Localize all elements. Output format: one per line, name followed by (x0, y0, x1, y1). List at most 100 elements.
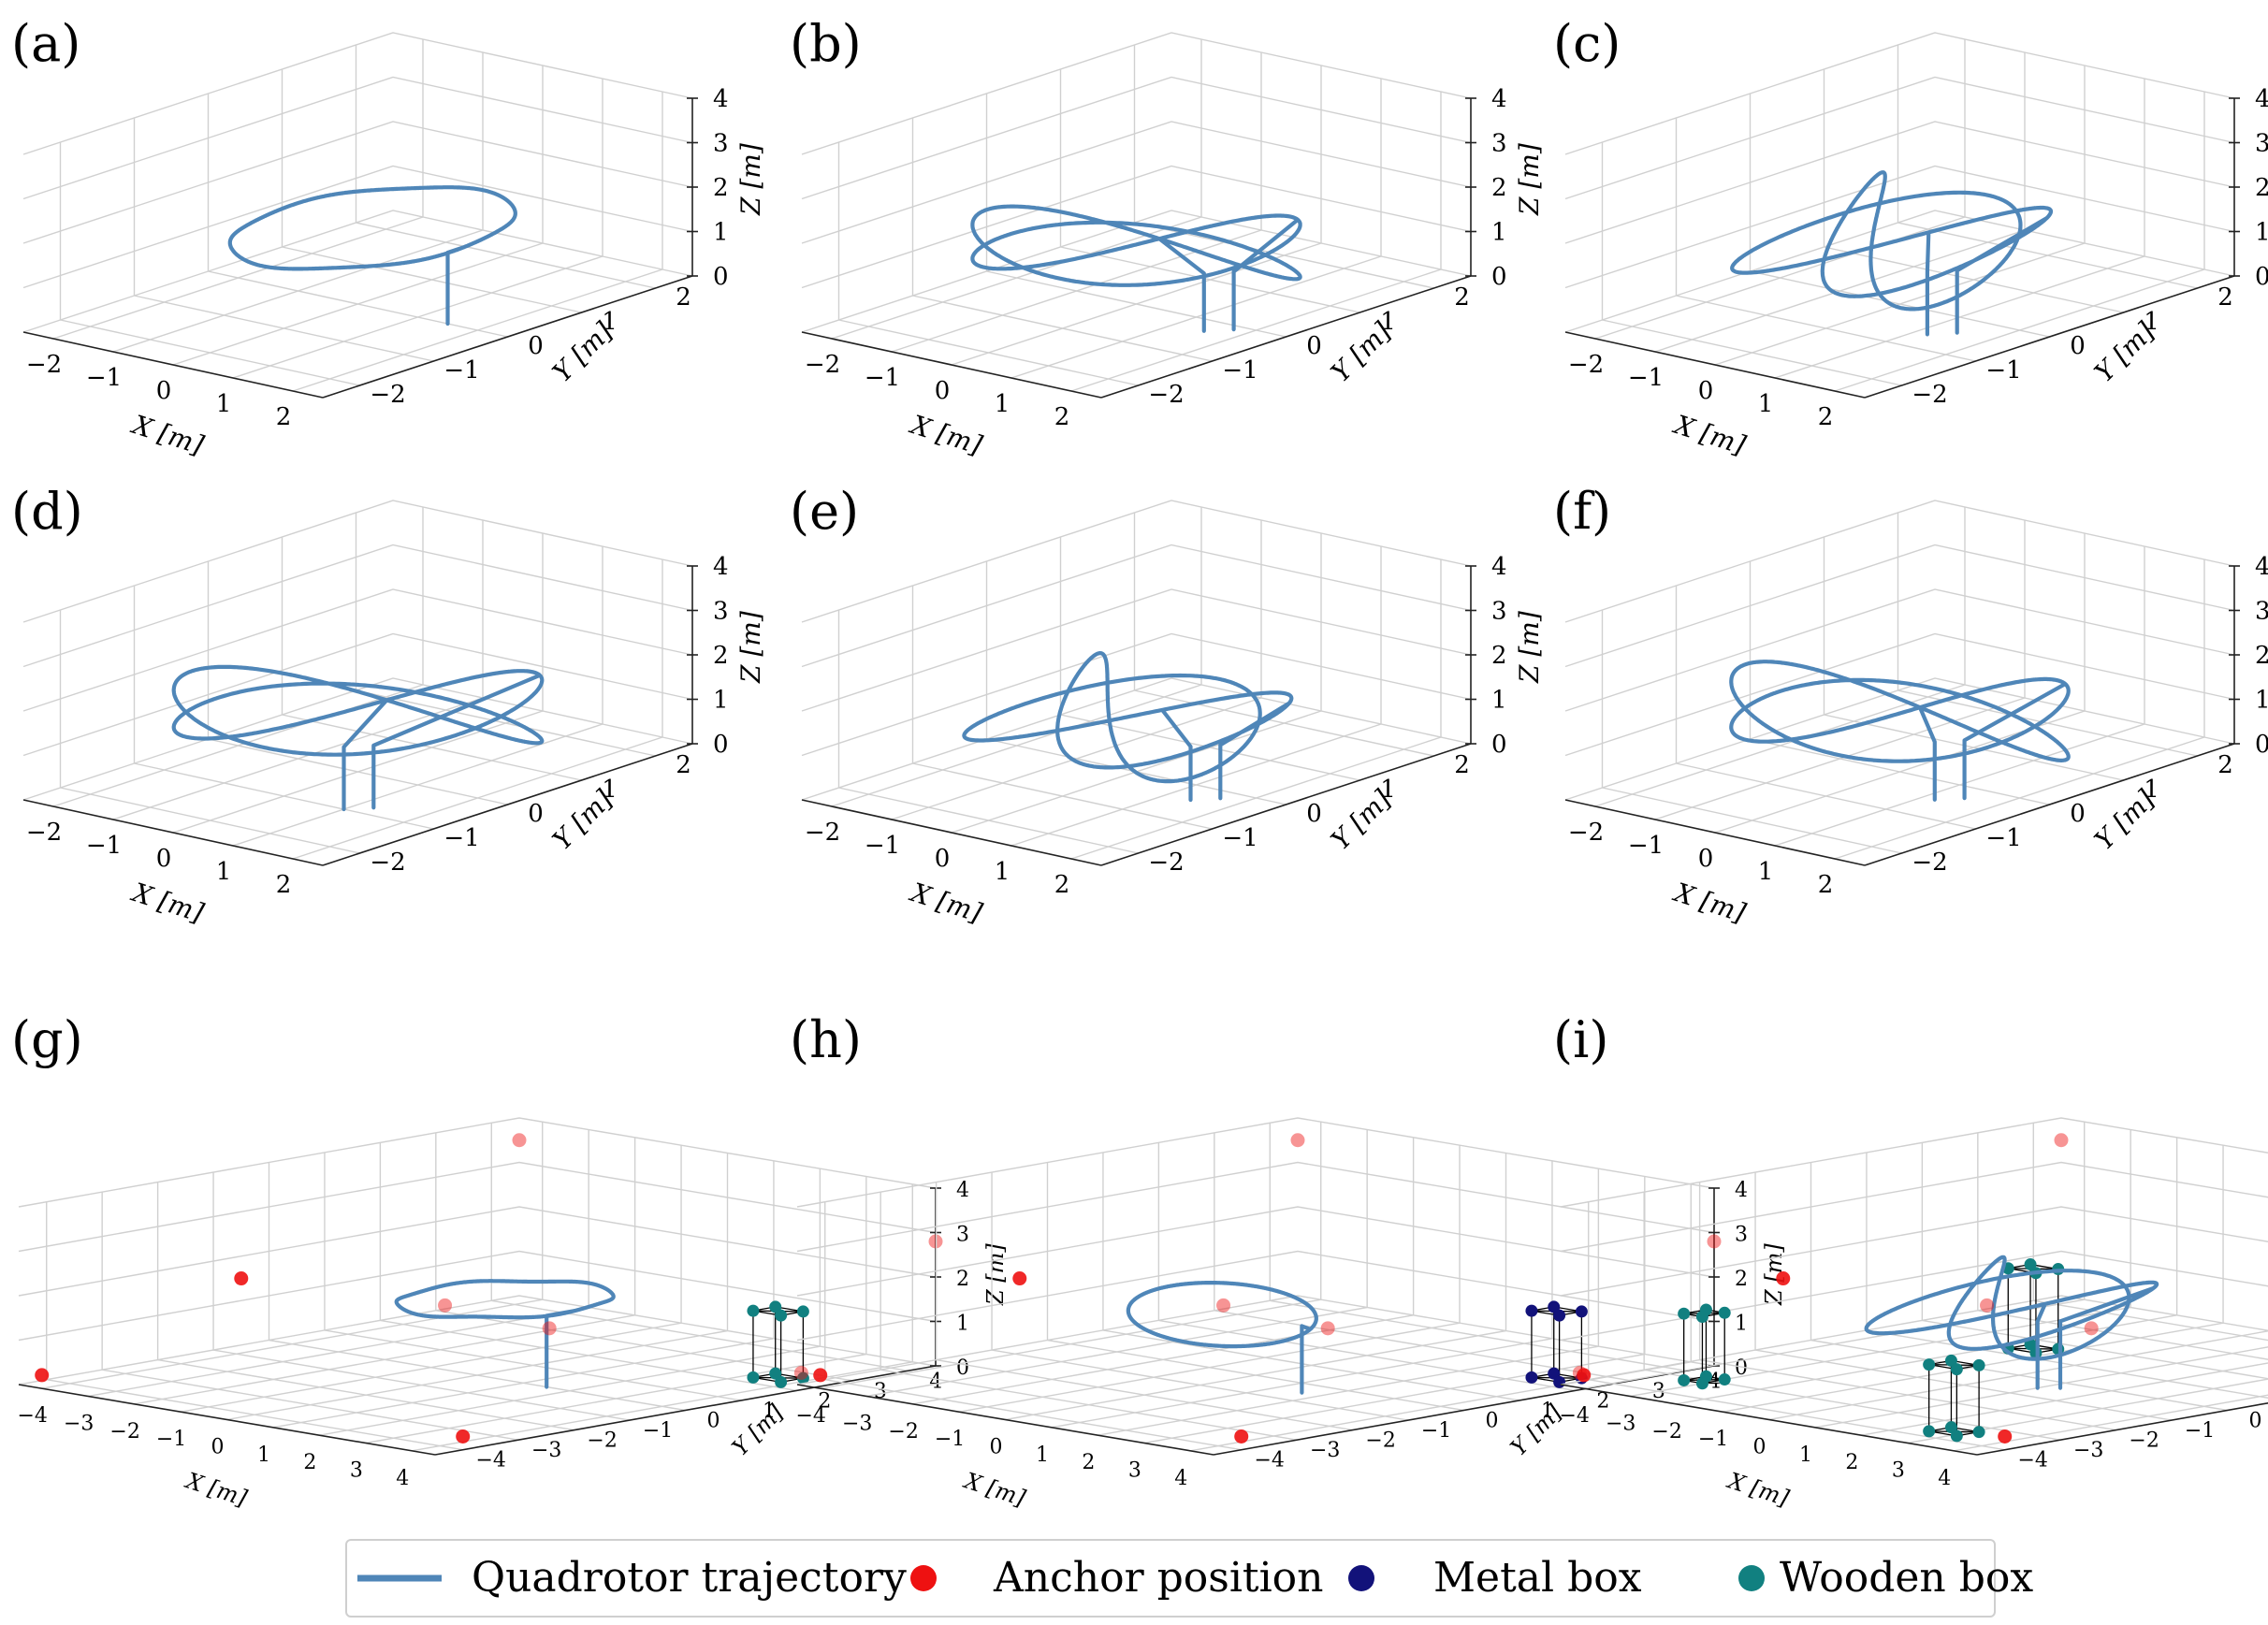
y-tick-label: −2 (370, 381, 405, 409)
quadrotor-trajectory (962, 650, 1294, 803)
z-tick-label: 2 (956, 1268, 969, 1291)
y-tick-label: 0 (528, 332, 544, 360)
anchor-point (2054, 1133, 2069, 1148)
y-tick-label: −2 (1912, 381, 1947, 409)
wooden-box-corner (796, 1371, 809, 1385)
gridline (22, 76, 693, 200)
anchor-point (1707, 1234, 1722, 1249)
anchor-point (512, 1133, 527, 1148)
anchor-point (542, 1321, 557, 1336)
y-tick-label: 0 (1486, 1410, 1499, 1433)
gridline (380, 1319, 797, 1392)
quadrotor-trajectory (1730, 170, 2054, 337)
x-tick-label: −2 (1651, 1420, 1681, 1444)
y-tick-label: −2 (370, 849, 405, 877)
gridline (1676, 295, 1976, 362)
z-axis-label: Z [m] (1514, 143, 1545, 216)
x-axis-label: X [m] (906, 409, 986, 461)
x-tick-label: −1 (1628, 832, 1664, 860)
x-tick-label: −1 (865, 364, 900, 392)
y-tick-label: 1 (763, 1400, 776, 1423)
x-tick-label: −2 (805, 351, 840, 379)
x-tick-label: 1 (1758, 390, 1774, 418)
y-tick-label: −3 (531, 1439, 561, 1462)
panel-label: (e) (790, 482, 859, 541)
quadrotor-trajectory (1864, 1255, 2159, 1390)
gridline (1564, 677, 2235, 801)
wooden-box-corner (1944, 1421, 1957, 1434)
quadrotor-trajectory (227, 185, 517, 326)
x-tick-label: −2 (1568, 819, 1604, 847)
gridline (1824, 246, 2124, 313)
anchor-point (438, 1298, 453, 1313)
y-axis-line (1976, 1401, 2268, 1456)
gridline (1560, 1206, 2268, 1297)
wooden-box-corner (1972, 1426, 1985, 1439)
gridline (801, 588, 1472, 712)
y-tick-label: −4 (1255, 1449, 1285, 1473)
gridline (1588, 1379, 2005, 1451)
y-tick-label: 0 (707, 1410, 720, 1433)
gridline (22, 121, 693, 244)
z-tick-label: 4 (956, 1179, 969, 1202)
y-tick-label: −1 (1421, 1419, 1451, 1443)
x-tick-label: 2 (276, 403, 292, 431)
gridline (208, 270, 508, 338)
z-tick-label: 2 (1735, 1268, 1748, 1291)
x-tick-label: −3 (1606, 1413, 1636, 1436)
y-tick-label: −1 (1222, 356, 1258, 384)
x-tick-label: 1 (1799, 1444, 1812, 1467)
y-tick-label: 0 (2070, 800, 2086, 828)
quadrotor-trajectory (394, 1279, 616, 1389)
anchor-point (2084, 1321, 2099, 1336)
gridline (208, 738, 508, 805)
z-axis-label: Z [m] (735, 143, 766, 216)
legend-label-anchor: Anchor position (993, 1554, 1324, 1602)
x-tick-label: 3 (350, 1459, 363, 1483)
y-tick-label: −1 (443, 824, 479, 852)
z-tick-label: 3 (713, 130, 729, 158)
x-axis-line (22, 799, 324, 866)
x-tick-label: −1 (865, 832, 900, 860)
z-tick-label: 0 (713, 263, 729, 291)
gridline (801, 165, 1472, 289)
gridline (824, 1379, 1242, 1451)
gridline (1060, 246, 1360, 313)
gridline (1564, 632, 2235, 757)
x-tick-label: 0 (156, 845, 172, 873)
y-tick-label: −1 (443, 356, 479, 384)
x-axis-label: X [m] (1723, 1467, 1793, 1512)
wooden-box-corner (747, 1304, 760, 1317)
gridline (18, 1206, 937, 1297)
gridline (435, 1310, 852, 1382)
z-tick-label: 3 (1491, 598, 1507, 626)
x-tick-label: 0 (990, 1436, 1003, 1459)
y-tick-label: 2 (818, 1389, 831, 1413)
x-axis-line (1564, 331, 1866, 399)
gridline (1158, 1319, 1576, 1392)
wooden-box-corner (1950, 1429, 1963, 1443)
gridline (212, 1349, 631, 1421)
wooden-box-corner (775, 1375, 788, 1388)
x-tick-label: −2 (26, 351, 62, 379)
x-tick-label: 0 (1698, 377, 1714, 405)
gridline (22, 588, 693, 712)
wooden-box-corner (1923, 1358, 1936, 1371)
z-tick-label: 1 (713, 687, 729, 715)
x-axis-label: X [m] (1669, 877, 1750, 929)
z-tick-label: 3 (956, 1224, 969, 1247)
panel-label: (i) (1553, 1010, 1608, 1069)
z-tick-label: 2 (713, 642, 729, 670)
z-tick-label: 4 (2255, 85, 2268, 113)
x-axis-line (1564, 799, 1866, 866)
x-tick-label: 2 (1845, 1451, 1858, 1474)
x-tick-label: −1 (1698, 1428, 1728, 1451)
y-axis-line (322, 275, 693, 399)
x-tick-label: 0 (1698, 845, 1714, 873)
z-tick-label: 0 (713, 731, 729, 759)
gridline (796, 1206, 1715, 1297)
